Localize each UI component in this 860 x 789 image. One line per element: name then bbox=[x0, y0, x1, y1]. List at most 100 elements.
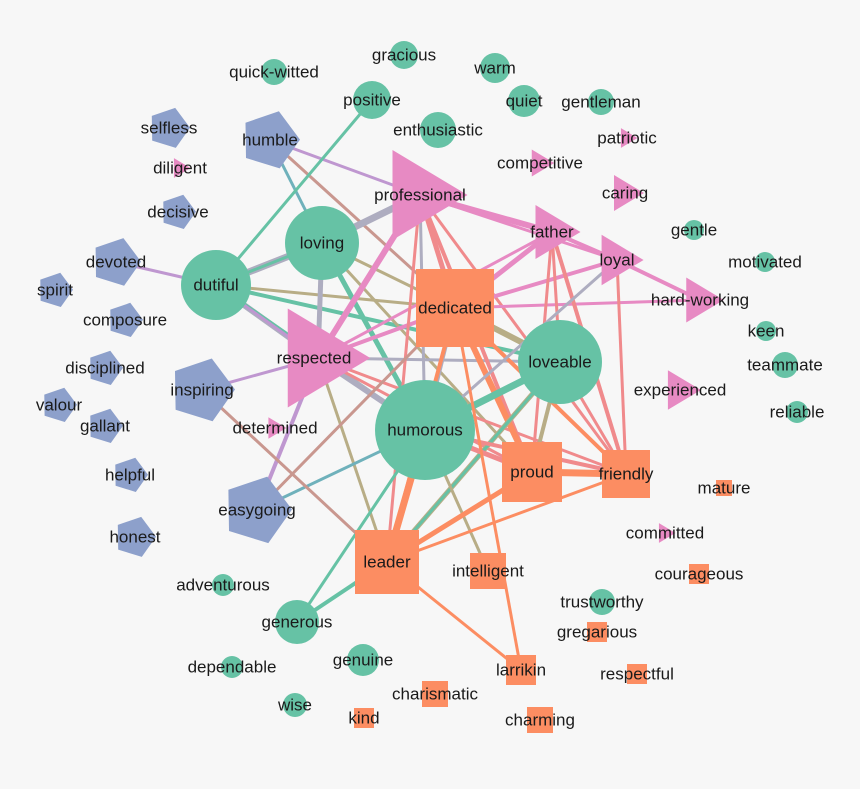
node-label-selfless: selfless bbox=[141, 119, 198, 138]
node-charming-square[interactable] bbox=[527, 707, 553, 733]
node-wise-circle[interactable] bbox=[283, 693, 307, 717]
node-label-spirit: spirit bbox=[37, 281, 73, 300]
node-father-triangle[interactable] bbox=[535, 205, 581, 259]
node-label-experienced: experienced bbox=[634, 381, 727, 400]
node-quiet-circle[interactable] bbox=[508, 85, 540, 117]
node-humorous-circle[interactable] bbox=[375, 380, 475, 480]
node-easygoing-pentagon[interactable] bbox=[228, 476, 292, 544]
node-leader-square[interactable] bbox=[355, 530, 419, 594]
node-gentle-circle[interactable] bbox=[684, 220, 704, 240]
node-loveable-circle[interactable] bbox=[518, 320, 602, 404]
node-quick-witted-circle[interactable] bbox=[261, 59, 287, 85]
node-label-helpful: helpful bbox=[105, 466, 155, 485]
node-kind-square[interactable] bbox=[354, 708, 374, 728]
node-courageous-square[interactable] bbox=[689, 564, 709, 584]
node-dedicated-square[interactable] bbox=[416, 269, 494, 347]
edge-dedicated-larrikin bbox=[453, 307, 523, 671]
node-larrikin-square[interactable] bbox=[506, 655, 536, 685]
node-helpful-pentagon[interactable] bbox=[115, 457, 148, 492]
node-label-gracious: gracious bbox=[372, 46, 436, 65]
edge-professional-leader bbox=[385, 194, 422, 563]
node-genuine-circle[interactable] bbox=[347, 644, 379, 676]
node-label-competitive: competitive bbox=[497, 154, 583, 173]
node-label-father: father bbox=[530, 223, 574, 242]
node-label-gallant: gallant bbox=[80, 417, 130, 436]
node-adventurous-circle[interactable] bbox=[212, 574, 234, 596]
node-teammate-circle[interactable] bbox=[772, 352, 798, 378]
node-mature-square[interactable] bbox=[716, 480, 732, 496]
node-spirit-pentagon[interactable] bbox=[40, 272, 73, 307]
node-label-disciplined: disciplined bbox=[65, 359, 144, 378]
node-inspiring-pentagon[interactable] bbox=[175, 358, 235, 422]
node-label-gentleman: gentleman bbox=[561, 93, 640, 112]
node-disciplined-pentagon[interactable] bbox=[90, 350, 123, 385]
edge-professional-loyal bbox=[419, 193, 618, 262]
node-gallant-pentagon[interactable] bbox=[90, 408, 123, 443]
node-caring-triangle[interactable] bbox=[614, 175, 644, 211]
node-generous-circle[interactable] bbox=[275, 600, 319, 644]
node-determined-triangle[interactable] bbox=[268, 417, 287, 439]
node-label-gentle: gentle bbox=[671, 221, 717, 240]
node-selfless-pentagon[interactable] bbox=[151, 107, 190, 148]
node-gentleman-circle[interactable] bbox=[588, 89, 614, 115]
node-positive-circle[interactable] bbox=[353, 81, 391, 119]
edge-loyal-friendly bbox=[615, 259, 628, 475]
node-honest-pentagon[interactable] bbox=[117, 516, 156, 557]
node-label-teammate: teammate bbox=[747, 356, 823, 375]
edge-dedicated-hard-working bbox=[454, 298, 701, 310]
node-label-inspiring: inspiring bbox=[170, 381, 233, 400]
node-humble-pentagon[interactable] bbox=[245, 111, 301, 169]
node-diligent-triangle[interactable] bbox=[173, 158, 191, 178]
node-composure-pentagon[interactable] bbox=[110, 302, 143, 337]
node-committed-triangle[interactable] bbox=[658, 523, 676, 543]
node-label-trustworthy: trustworthy bbox=[560, 593, 644, 612]
node-label-courageous: courageous bbox=[655, 565, 744, 584]
edge-professional-friendly bbox=[418, 194, 628, 475]
node-label-honest: honest bbox=[109, 528, 160, 547]
node-dependable-circle[interactable] bbox=[221, 656, 243, 678]
node-competitive-triangle[interactable] bbox=[531, 149, 555, 177]
node-label-generous: generous bbox=[262, 613, 333, 632]
nodes-layer bbox=[40, 41, 808, 733]
node-label-intelligent: intelligent bbox=[452, 562, 524, 581]
node-decisive-pentagon[interactable] bbox=[163, 194, 196, 229]
node-patriotic-triangle[interactable] bbox=[620, 128, 638, 148]
node-valour-pentagon[interactable] bbox=[44, 387, 77, 422]
node-label-dedicated: dedicated bbox=[418, 299, 492, 318]
node-proud-square[interactable] bbox=[502, 442, 562, 502]
node-gracious-circle[interactable] bbox=[390, 41, 418, 69]
node-label-leader: leader bbox=[363, 553, 411, 572]
node-experienced-triangle[interactable] bbox=[667, 370, 701, 410]
node-respected-triangle[interactable] bbox=[287, 308, 371, 408]
labels-layer: quick-witted gracious warm positive quiet ent… bbox=[36, 46, 825, 730]
node-trustworthy-circle[interactable] bbox=[589, 589, 615, 615]
node-label-warm: warm bbox=[473, 59, 516, 78]
node-label-gregarious: gregarious bbox=[557, 623, 637, 642]
node-dutiful-circle[interactable] bbox=[181, 250, 251, 320]
node-intelligent-square[interactable] bbox=[470, 553, 506, 589]
node-motivated-circle[interactable] bbox=[755, 252, 775, 272]
node-enthusiastic-circle[interactable] bbox=[420, 112, 456, 148]
node-loving-circle[interactable] bbox=[285, 206, 359, 280]
node-keen-circle[interactable] bbox=[756, 321, 776, 341]
node-loyal-triangle[interactable] bbox=[601, 234, 644, 286]
node-respectful-square[interactable] bbox=[627, 664, 647, 684]
node-charismatic-square[interactable] bbox=[422, 681, 448, 707]
node-label-quick-witted: quick-witted bbox=[229, 63, 319, 82]
node-label-dutiful: dutiful bbox=[193, 276, 238, 295]
node-gregarious-square[interactable] bbox=[587, 622, 607, 642]
edge-positive-dutiful bbox=[214, 99, 374, 286]
node-label-respectful: respectful bbox=[600, 665, 674, 684]
node-reliable-circle[interactable] bbox=[786, 401, 808, 423]
edge-friendly-leader bbox=[386, 472, 627, 564]
node-label-keen: keen bbox=[748, 322, 785, 341]
node-hard-working-triangle[interactable] bbox=[686, 277, 724, 323]
node-professional-triangle[interactable] bbox=[392, 150, 468, 240]
node-devoted-pentagon[interactable] bbox=[95, 238, 141, 286]
node-label-professional: professional bbox=[374, 186, 466, 205]
node-warm-circle[interactable] bbox=[480, 53, 510, 83]
node-label-reliable: reliable bbox=[770, 403, 825, 422]
node-friendly-square[interactable] bbox=[602, 450, 650, 498]
node-label-easygoing: easygoing bbox=[218, 501, 296, 520]
